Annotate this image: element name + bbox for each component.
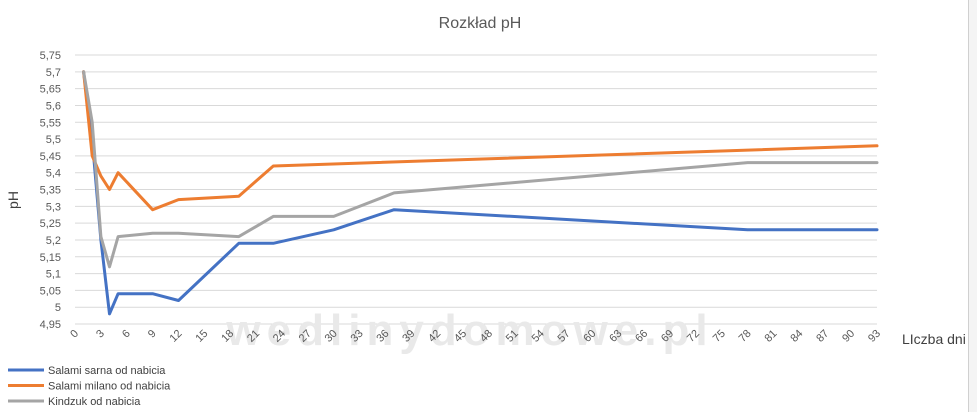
x-tick-label: 9 — [146, 328, 159, 341]
x-tick-label: 0 — [68, 328, 81, 341]
x-axis-label: LIczba dni — [902, 331, 966, 347]
chart-title: Rozkład pH — [439, 15, 522, 32]
x-tick-label: 12 — [167, 328, 184, 345]
y-tick-label: 5 — [55, 302, 61, 314]
legend: Salami sarna od nabicia Salami milano od … — [8, 365, 171, 408]
series-line-3 — [82, 70, 879, 269]
y-axis-label: pH — [5, 191, 21, 209]
x-tick-label: 15 — [193, 328, 210, 345]
y-tick-label: 5,7 — [46, 67, 61, 79]
x-tick-label: 3 — [94, 328, 107, 341]
y-tick-label: 4,95 — [40, 319, 61, 331]
y-tick-label: 5,25 — [40, 218, 61, 230]
watermark: wedlinydomowe.pl — [225, 306, 713, 355]
x-tick-label: 78 — [737, 328, 754, 345]
series-lines — [82, 70, 879, 316]
x-tick-label: 84 — [788, 328, 805, 345]
y-tick-label: 5,5 — [46, 134, 61, 146]
y-tick-label: 5,6 — [46, 100, 61, 112]
y-tick-label: 5,75 — [40, 50, 61, 62]
x-tick-label: 93 — [866, 328, 883, 345]
window-edge — [968, 0, 977, 412]
series-line-1 — [82, 70, 879, 316]
y-tick-label: 5,45 — [40, 151, 61, 163]
x-tick-label: 6 — [120, 328, 133, 341]
y-tick-label: 5,1 — [46, 269, 61, 281]
legend-entry: Kindzuk od nabicia — [48, 396, 141, 408]
y-tick-label: 5,55 — [40, 117, 61, 129]
legend-entry: Salami sarna od nabicia — [48, 365, 166, 377]
y-tick-labels: 4,95 5 5,05 5,1 5,15 5,2 5,25 5,3 5,35 5,4 5,45 5,5… — [40, 50, 61, 331]
y-tick-label: 5,65 — [40, 84, 61, 96]
x-tick-label: 87 — [814, 328, 831, 345]
y-tick-label: 5,3 — [46, 201, 61, 213]
x-tick-label: 81 — [762, 328, 779, 345]
y-tick-label: 5,35 — [40, 185, 61, 197]
x-tick-label: 90 — [840, 328, 857, 345]
y-tick-label: 5,05 — [40, 285, 61, 297]
y-tick-label: 5,4 — [46, 168, 61, 180]
y-tick-label: 5,15 — [40, 252, 61, 264]
gridlines — [75, 54, 877, 325]
legend-entry: Salami milano od nabicia — [48, 381, 171, 393]
y-tick-label: 5,2 — [46, 235, 61, 247]
